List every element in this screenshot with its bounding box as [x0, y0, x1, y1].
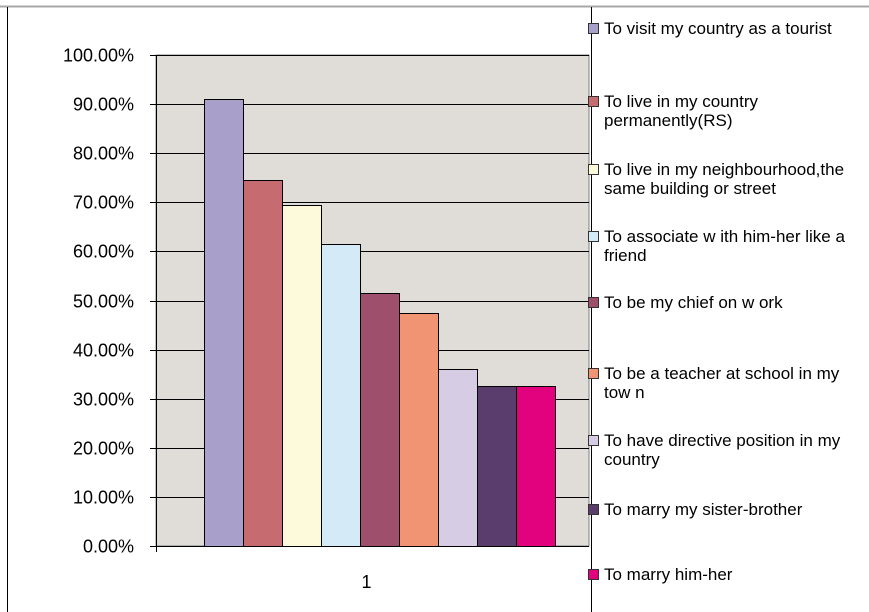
legend-label: To marry my sister-brother	[604, 500, 803, 519]
y-tick-label: 80.00%	[73, 144, 134, 164]
legend-label: To be my chief on w ork	[604, 293, 783, 312]
axes: 0.00% 10.00% 20.00% 30.00% 40.00% 50.00% 60.00…	[63, 46, 589, 592]
y-tick-label: 10.00%	[73, 488, 134, 508]
y-tick-label: 40.00%	[73, 341, 134, 361]
bar	[477, 386, 517, 547]
bar	[204, 99, 244, 547]
legend-item: To have directive position in my country	[588, 431, 866, 469]
legend-swatch	[588, 297, 599, 308]
legend-label: To have directive position in my country	[604, 431, 841, 469]
bar	[360, 293, 400, 547]
bars	[204, 99, 556, 547]
bar	[321, 244, 361, 547]
bar	[282, 205, 322, 547]
legend-swatch	[588, 569, 599, 580]
legend-swatch	[588, 164, 599, 175]
legend-swatch	[588, 435, 599, 446]
bar	[438, 369, 478, 547]
bar	[516, 386, 556, 547]
legend-label: To marry him-her	[604, 565, 733, 584]
y-tick-label: 30.00%	[73, 390, 134, 410]
legend-swatch	[588, 96, 599, 107]
bar	[243, 180, 283, 547]
y-tick-label: 100.00%	[63, 46, 134, 66]
legend-item: To be my chief on w ork	[588, 293, 866, 312]
legend-label: To visit my country as a tourist	[604, 19, 832, 38]
y-tick-label: 60.00%	[73, 242, 134, 262]
legend-item: To marry him-her	[588, 565, 866, 584]
legend-item: To associate w ith him-her like a friend	[588, 227, 866, 265]
y-tick-label: 70.00%	[73, 193, 134, 213]
legend-swatch	[588, 231, 599, 242]
legend-item: To marry my sister-brother	[588, 500, 866, 519]
legend-item: To be a teacher at school in my tow n	[588, 364, 866, 402]
legend: To visit my country as a tourist To live …	[588, 0, 869, 612]
y-tick-label: 50.00%	[73, 292, 134, 312]
legend-label: To live in my country permanently(RS)	[604, 92, 758, 130]
x-tick-label: 1	[361, 572, 371, 592]
legend-label: To associate w ith him-her like a friend	[604, 227, 845, 265]
legend-swatch	[588, 368, 599, 379]
bar	[399, 313, 439, 547]
y-tick-label: 0.00%	[83, 537, 134, 557]
legend-label: To live in my neighbourhood,the same bui…	[604, 160, 845, 198]
legend-swatch	[588, 23, 599, 34]
legend-item: To visit my country as a tourist	[588, 19, 866, 38]
legend-item: To live in my neighbourhood,the same bui…	[588, 160, 866, 198]
legend-label: To be a teacher at school in my tow n	[604, 364, 840, 402]
legend-swatch	[588, 504, 599, 515]
y-tick-label: 90.00%	[73, 95, 134, 115]
legend-item: To live in my country permanently(RS)	[588, 92, 866, 130]
y-tick-label: 20.00%	[73, 439, 134, 459]
